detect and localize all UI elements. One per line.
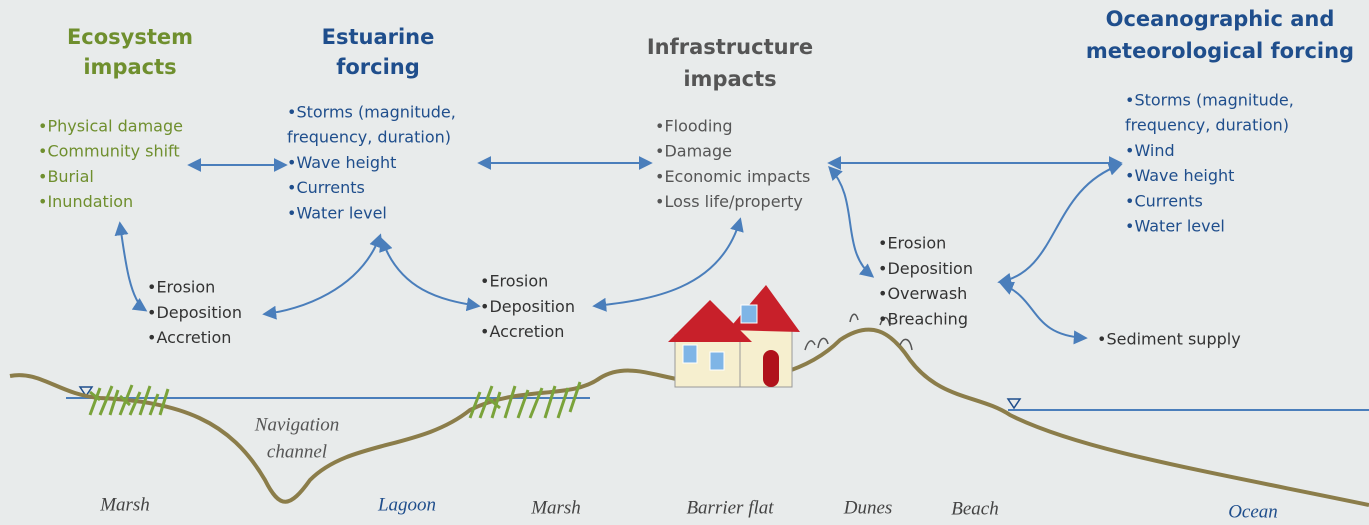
- process-item: •Overwash: [878, 284, 967, 303]
- group-item: •Community shift: [38, 142, 180, 161]
- group-item: •Currents: [287, 178, 365, 197]
- process-item: •Accretion: [480, 322, 564, 341]
- zone-label: Marsh: [99, 494, 150, 515]
- zone-label: Lagoon: [377, 494, 436, 515]
- group-item: •Storms (magnitude,: [287, 103, 456, 122]
- group-item: •Inundation: [38, 192, 133, 211]
- group-item: •Wave height: [1125, 166, 1234, 185]
- group-item: frequency, duration): [287, 128, 451, 147]
- group-item: frequency, duration): [1125, 116, 1289, 135]
- process-item: •Accretion: [147, 328, 231, 347]
- zone-label: Beach: [951, 498, 998, 519]
- group-item: •Damage: [655, 142, 732, 161]
- group-item: •Flooding: [655, 117, 733, 136]
- group-item: •Physical damage: [38, 117, 183, 136]
- group-title: Infrastructure: [647, 35, 813, 59]
- group-item: •Wave height: [287, 153, 396, 172]
- process-item: •Breaching: [878, 309, 968, 328]
- zone-label: Ocean: [1228, 501, 1278, 522]
- process-item: •Erosion: [147, 278, 215, 297]
- process-item: •Erosion: [480, 272, 548, 291]
- group-title: impacts: [83, 55, 176, 79]
- process-item: •Deposition: [147, 303, 242, 322]
- group-item: •Water level: [287, 203, 387, 222]
- group-title: Oceanographic and: [1106, 7, 1335, 31]
- group-title: impacts: [683, 67, 776, 91]
- group-item: •Storms (magnitude,: [1125, 91, 1294, 110]
- group-item: •Burial: [38, 167, 94, 186]
- channel-label: Navigation: [254, 414, 339, 435]
- process-item: •Deposition: [480, 297, 575, 316]
- zone-label: Dunes: [843, 497, 893, 518]
- zone-label: Barrier flat: [686, 497, 774, 518]
- process-item: •Erosion: [878, 234, 946, 253]
- zone-label: Marsh: [530, 497, 581, 518]
- group-item: •Water level: [1125, 217, 1225, 236]
- diagram: Ecosystem impacts •Physical damage •Communi…: [0, 0, 1369, 525]
- group-title: forcing: [336, 55, 420, 79]
- group-title: Estuarine: [322, 25, 435, 49]
- group-item: •Economic impacts: [655, 167, 810, 186]
- group-title: Ecosystem: [67, 25, 193, 49]
- group-item: •Wind: [1125, 141, 1175, 160]
- process-item: •Sediment supply: [1097, 330, 1241, 349]
- process-item: •Deposition: [878, 259, 973, 278]
- group-item: •Loss life/property: [655, 192, 803, 211]
- channel-label: channel: [267, 441, 327, 462]
- group-title: meteorological forcing: [1086, 39, 1354, 63]
- group-item: •Currents: [1125, 191, 1203, 210]
